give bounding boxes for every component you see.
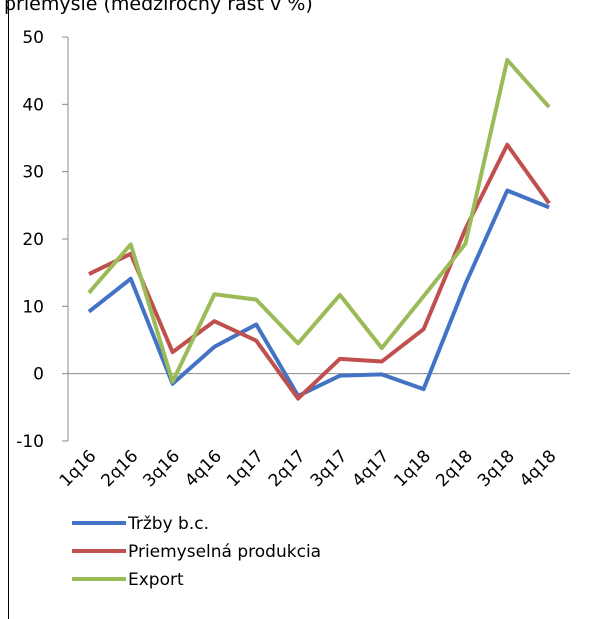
x-tick-label: 3q18 [474, 446, 519, 491]
x-tick-label: 4q16 [181, 446, 226, 491]
legend-label: Tržby b.c. [127, 514, 209, 534]
y-tick-label: 0 [33, 365, 44, 385]
x-tick-label: 2q16 [98, 446, 143, 491]
series-line [87, 57, 551, 384]
y-tick-label: 20 [22, 230, 44, 250]
y-tick-label: -10 [16, 432, 44, 452]
y-tick-label: 10 [22, 297, 44, 317]
x-tick-label: 2q18 [432, 446, 477, 491]
x-tick-label: 3q17 [307, 446, 352, 491]
x-tick-label: 3q16 [139, 446, 184, 491]
chart-title: priemysle (medziročný rast v %) [4, 0, 313, 15]
y-tick-label: 30 [22, 163, 44, 183]
legend-label: Export [128, 570, 184, 590]
y-tick-label: 40 [22, 95, 44, 115]
x-tick-label: 2q17 [265, 446, 310, 491]
x-tick-label: 1q18 [390, 446, 435, 491]
y-tick-label: 50 [22, 28, 44, 48]
x-tick-label: 4q17 [349, 446, 394, 491]
legend-label: Priemyselná produkcia [128, 542, 321, 562]
series-line [87, 188, 550, 398]
x-tick-label: 4q18 [516, 446, 561, 491]
x-tick-label: 1q16 [56, 446, 101, 491]
x-tick-label: 1q17 [223, 446, 268, 491]
